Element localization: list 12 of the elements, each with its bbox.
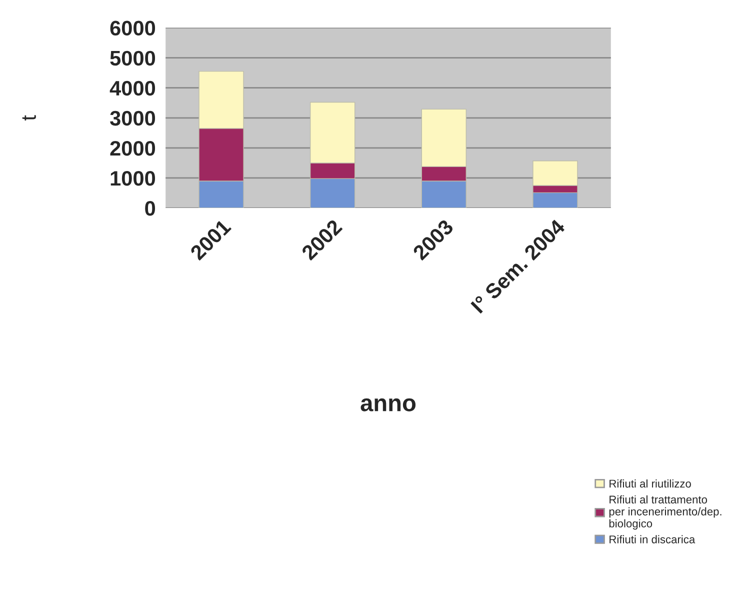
legend-label: Rifiuti al riutilizzo bbox=[610, 479, 691, 488]
legend-label: Rifiuti al trattamento per incenerimento/dep. biologico bbox=[609, 495, 722, 530]
y-tick-label: 0 bbox=[145, 201, 156, 216]
y-tick-label: 4000 bbox=[110, 80, 156, 96]
y-tick-label: 5000 bbox=[110, 50, 156, 66]
legend-label: Rifiuti in discarica bbox=[610, 535, 696, 544]
y-tick-label: 3000 bbox=[110, 110, 156, 126]
y-tick-label: 1000 bbox=[110, 170, 156, 186]
y-tick-label: 2000 bbox=[110, 140, 156, 156]
y-tick-label: 6000 bbox=[110, 20, 156, 36]
x-axis-title: anno bbox=[360, 398, 416, 412]
y-axis-title: t bbox=[22, 115, 36, 120]
